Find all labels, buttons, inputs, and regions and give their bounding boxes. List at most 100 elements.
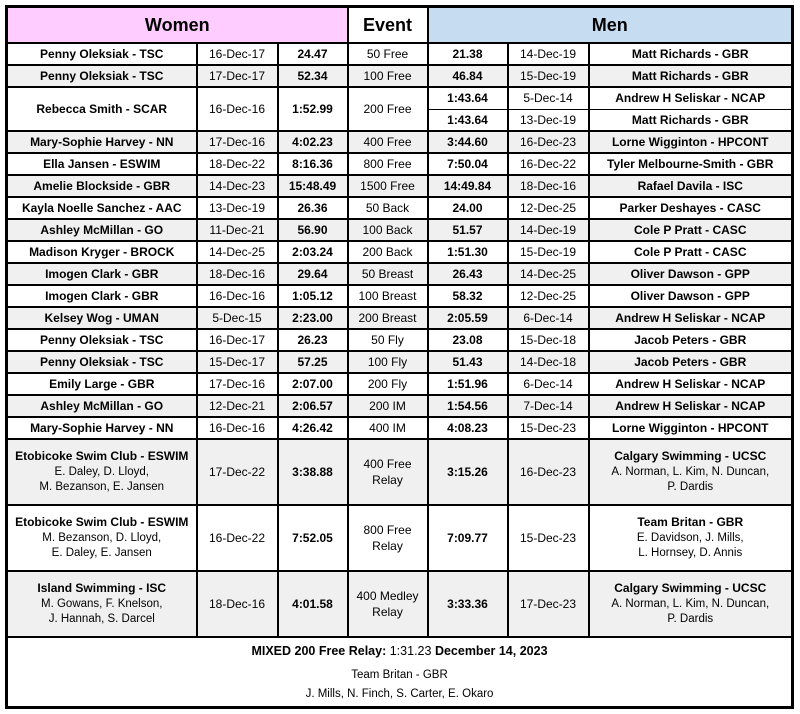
- event-cell: 400 Free Relay: [346, 438, 429, 506]
- women-time-cell: 26.23: [276, 328, 349, 352]
- men-date-cell: 14-Dec-19: [506, 218, 590, 242]
- record-row: Island Swimming - ISC M. Gowans, F. Knels…: [5, 570, 794, 638]
- men-date-cell: 7-Dec-14: [506, 394, 590, 418]
- men-time-cell: 7:09.77: [426, 504, 509, 572]
- event-cell: 50 Free: [346, 42, 429, 66]
- women-time-cell: 2:03.24: [276, 240, 349, 264]
- men-name-cell: Oliver Dawson - GPP: [587, 262, 794, 286]
- women-name-cell: Emily Large - GBR: [5, 372, 198, 396]
- men-name-cell: Matt Richards - GBR: [587, 108, 794, 132]
- women-date-cell: 16-Dec-16: [195, 416, 279, 440]
- men-date-cell: 6-Dec-14: [506, 306, 590, 330]
- women-time-cell: 52.34: [276, 64, 349, 88]
- mixed-relay-time: 1:31.23: [389, 644, 432, 658]
- women-name-cell: Ashley McMillan - GO: [5, 218, 198, 242]
- event-header: Event: [346, 5, 429, 44]
- records-table: Women Event Men Penny Oleksiak - TSC 16-D…: [5, 5, 794, 709]
- event-cell: 50 Fly: [346, 328, 429, 352]
- men-name-cell: Tyler Melbourne-Smith - GBR: [587, 152, 794, 176]
- record-row: Penny Oleksiak - TSC 16-Dec-17 24.47 50 Fre…: [5, 42, 794, 66]
- men-name-cell: Calgary Swimming - UCSC A. Norman, L. Kim…: [587, 570, 794, 638]
- women-name-cell-swimmers-2: E. Daley, E. Jansen: [51, 547, 152, 560]
- men-time-cell: 51.43: [426, 350, 509, 374]
- men-time-cell: 23.08: [426, 328, 509, 352]
- men-name-cell: Andrew H Seliskar - NCAP: [587, 394, 794, 418]
- record-row: Mary-Sophie Harvey - NN 17-Dec-16 4:02.23 4…: [5, 130, 794, 154]
- mixed-relay-swimmers: J. Mills, N. Finch, S. Carter, E. Okaro: [305, 688, 494, 701]
- women-name-cell: Etobicoke Swim Club - ESWIM E. Daley, D. …: [5, 438, 198, 506]
- men-time-cell: 2:05.59: [426, 306, 509, 330]
- men-time-cell: 14:49.84: [426, 174, 509, 198]
- women-name-cell: Kayla Noelle Sanchez - AAC: [5, 196, 198, 220]
- record-row: Kayla Noelle Sanchez - AAC 13-Dec-19 26.36…: [5, 196, 794, 220]
- men-name-cell: Andrew H Seliskar - NCAP: [587, 86, 794, 110]
- women-date-cell: 14-Dec-25: [195, 240, 279, 264]
- record-row: Penny Oleksiak - TSC 16-Dec-17 26.23 50 Fly…: [5, 328, 794, 352]
- men-date-cell: 15-Dec-23: [506, 504, 590, 572]
- women-date-cell: 17-Dec-16: [195, 372, 279, 396]
- men-name-cell: Lorne Wigginton - HPCONT: [587, 416, 794, 440]
- event-cell: 100 Free: [346, 64, 429, 88]
- women-name-cell-swimmers-1: E. Daley, D. Lloyd,: [54, 465, 149, 478]
- event-cell: 200 Back: [346, 240, 429, 264]
- men-header: Men: [426, 5, 794, 44]
- record-subrow: 1:43.64 13-Dec-19 Matt Richards - GBR: [7, 108, 794, 132]
- men-name-cell-club: Calgary Swimming - UCSC: [614, 449, 767, 464]
- record-row: Madison Kryger - BROCK 14-Dec-25 2:03.24 20…: [5, 240, 794, 264]
- women-name-cell: Etobicoke Swim Club - ESWIM M. Bezanson, …: [5, 504, 198, 572]
- women-name-cell-club: Etobicoke Swim Club - ESWIM: [15, 515, 189, 530]
- men-date-cell: 15-Dec-19: [506, 64, 590, 88]
- men-name-cell: Matt Richards - GBR: [587, 64, 794, 88]
- men-name-cell-swimmers-1: A. Norman, L. Kim, N. Duncan,: [611, 465, 770, 478]
- women-name-cell: Ella Jansen - ESWIM: [5, 152, 198, 176]
- event-cell: 100 Back: [346, 218, 429, 242]
- women-name-cell: Penny Oleksiak - TSC: [5, 64, 198, 88]
- women-time-cell: 1:52.99: [276, 86, 349, 132]
- men-time-cell: 3:44.60: [426, 130, 509, 154]
- men-date-cell: 14-Dec-25: [506, 262, 590, 286]
- record-row: Kelsey Wog - UMAN 5-Dec-15 2:23.00 200 Brea…: [5, 306, 794, 330]
- women-time-cell: 7:52.05: [276, 504, 349, 572]
- women-time-cell: 29.64: [276, 262, 349, 286]
- event-cell: 200 Fly: [346, 372, 429, 396]
- record-row: Amelie Blockside - GBR 14-Dec-23 15:48.49 1…: [5, 174, 794, 198]
- men-time-cell: 1:43.64: [426, 86, 509, 110]
- men-date-cell: 15-Dec-18: [506, 328, 590, 352]
- men-name-cell: Matt Richards - GBR: [587, 42, 794, 66]
- event-cell: 800 Free: [346, 152, 429, 176]
- women-date-cell: 18-Dec-22: [195, 152, 279, 176]
- men-date-cell: 17-Dec-23: [506, 570, 590, 638]
- women-date-cell: 14-Dec-23: [195, 174, 279, 198]
- women-date-cell: 16-Dec-17: [195, 328, 279, 352]
- women-time-cell: 2:07.00: [276, 372, 349, 396]
- women-name-cell-swimmers-1: M. Bezanson, D. Lloyd,: [42, 531, 162, 544]
- women-name-cell: Mary-Sophie Harvey - NN: [5, 416, 198, 440]
- men-name-cell-swimmers-1: A. Norman, L. Kim, N. Duncan,: [611, 597, 770, 610]
- men-date-cell: 16-Dec-23: [506, 438, 590, 506]
- men-name-cell: Andrew H Seliskar - NCAP: [587, 306, 794, 330]
- event-cell: 50 Breast: [346, 262, 429, 286]
- footer-row: MIXED 200 Free Relay: 1:31.23 December 1…: [5, 635, 794, 709]
- women-name-cell-club: Island Swimming - ISC: [37, 581, 167, 596]
- women-name-cell: Madison Kryger - BROCK: [5, 240, 198, 264]
- women-date-cell: 16-Dec-17: [195, 42, 279, 66]
- men-name-cell: Team Britan - GBR E. Davidson, J. Mills, L…: [587, 504, 794, 572]
- men-date-cell: 14-Dec-18: [506, 350, 590, 374]
- women-time-cell: 24.47: [276, 42, 349, 66]
- women-time-cell: 8:16.36: [276, 152, 349, 176]
- men-name-cell-swimmers-2: L. Hornsey, D. Annis: [638, 547, 743, 560]
- men-time-cell: 1:51.96: [426, 372, 509, 396]
- women-time-cell: 56.90: [276, 218, 349, 242]
- record-row: Imogen Clark - GBR 16-Dec-16 1:05.12 100 Br…: [5, 284, 794, 308]
- women-date-cell: 18-Dec-16: [195, 570, 279, 638]
- women-name-cell: Rebecca Smith - SCAR: [5, 86, 198, 132]
- header-row: Women Event Men: [5, 5, 794, 44]
- women-time-cell: 4:02.23: [276, 130, 349, 154]
- women-name-cell: Penny Oleksiak - TSC: [5, 328, 198, 352]
- men-name-cell: Parker Deshayes - CASC: [587, 196, 794, 220]
- women-date-cell: 16-Dec-16: [195, 284, 279, 308]
- event-cell: 1500 Free: [346, 174, 429, 198]
- women-name-cell: Ashley McMillan - GO: [5, 394, 198, 418]
- women-date-cell: 16-Dec-16: [195, 86, 279, 132]
